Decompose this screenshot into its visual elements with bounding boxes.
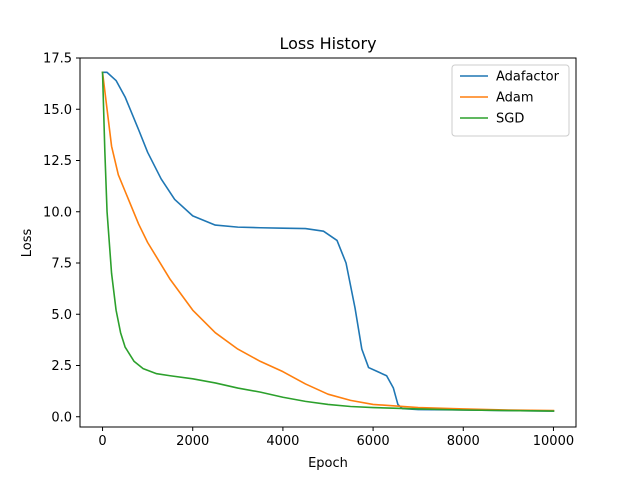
y-tick-label: 17.5 xyxy=(43,52,72,67)
x-tick-label: 6000 xyxy=(357,434,390,449)
x-tick-label: 10000 xyxy=(533,434,574,449)
y-tick-label: 5.0 xyxy=(51,308,72,323)
x-tick-label: 2000 xyxy=(176,434,209,449)
x-tick-label: 8000 xyxy=(447,434,480,449)
series-line-sgd xyxy=(101,71,555,412)
y-tick-label: 0.0 xyxy=(51,410,72,425)
y-tick-label: 15.0 xyxy=(43,103,72,118)
x-axis: 0 2000 4000 6000 8000 10000 xyxy=(98,427,574,449)
y-axis: 0.0 2.5 5.0 7.5 10.0 12.5 15.0 17.5 xyxy=(43,52,80,425)
y-axis-label: Loss xyxy=(20,229,35,258)
x-axis-label: Epoch xyxy=(308,456,348,471)
x-tick-label: 0 xyxy=(98,434,106,449)
series-line-adam xyxy=(101,71,555,412)
legend: Adafactor Adam SGD xyxy=(451,64,570,137)
legend-label-sgd: SGD xyxy=(496,112,524,127)
y-tick-label: 12.5 xyxy=(43,154,72,169)
y-tick-label: 2.5 xyxy=(51,359,72,374)
legend-label-adam: Adam xyxy=(496,91,534,106)
y-tick-label: 10.0 xyxy=(43,205,72,220)
legend-label-adafactor: Adafactor xyxy=(496,70,560,85)
y-tick-label: 7.5 xyxy=(51,257,72,272)
plot-lines xyxy=(101,71,555,412)
x-tick-label: 4000 xyxy=(266,434,299,449)
plot-frame xyxy=(79,57,577,428)
chart-title: Loss History xyxy=(279,34,376,53)
